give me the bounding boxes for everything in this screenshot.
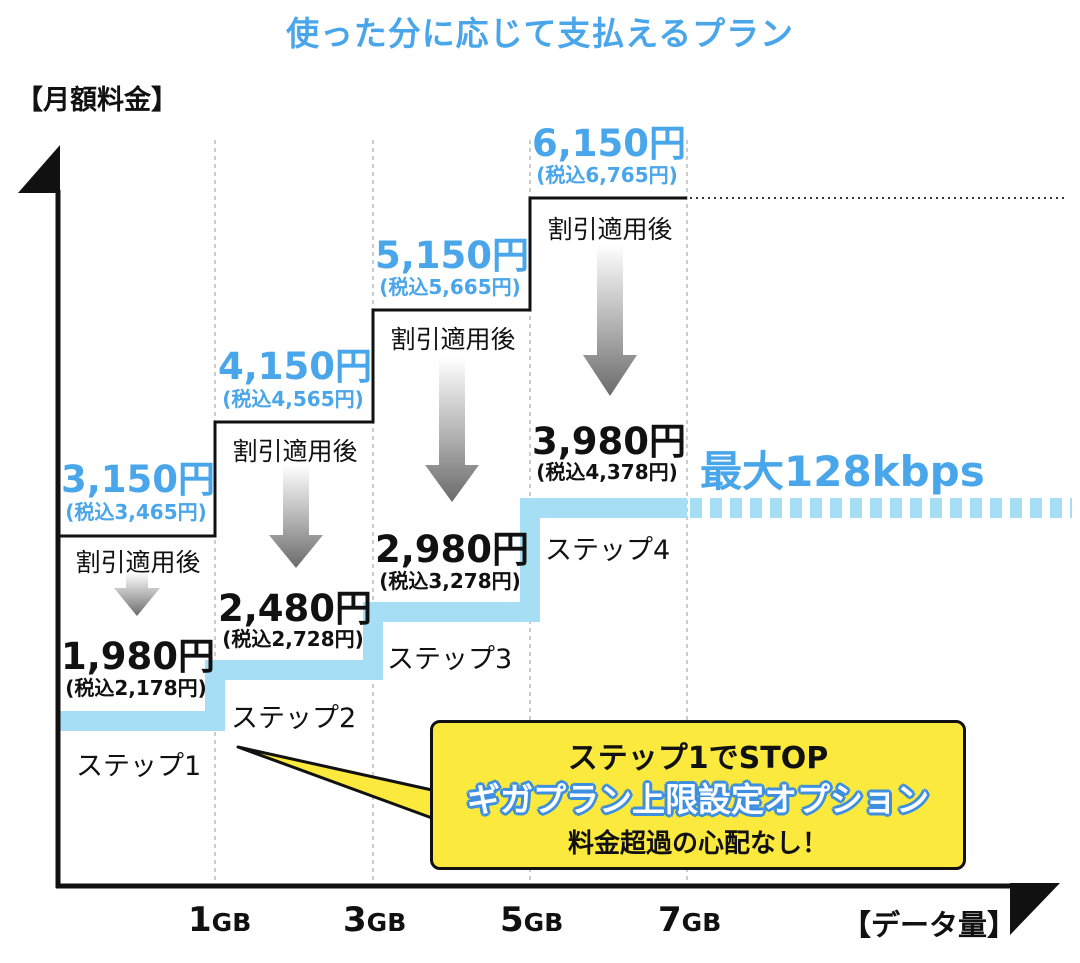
step3-discounted-price-tax: (税込3,278円)	[379, 569, 521, 593]
step4-label: ステップ4	[545, 535, 671, 566]
step2-regular-price: 4,150円	[217, 345, 373, 388]
discounted-price-step-line	[58, 498, 687, 731]
callout-pointer	[236, 745, 434, 820]
x-axis-arrow-icon	[1010, 883, 1060, 935]
step1-discounted-price: 1,980円	[60, 635, 216, 678]
step4-regular-price: 6,150円	[531, 122, 687, 165]
step1-regular-price: 3,150円	[60, 458, 216, 501]
diagram-title: 使った分に応じて支払えるプラン	[286, 14, 794, 53]
step4-regular-price-tax: (税込6,765円)	[536, 163, 678, 187]
step2-discounted-price-tax: (税込2,728円)	[222, 627, 364, 651]
step4-discounted-price-tax: (税込4,378円)	[536, 460, 678, 484]
step3-discounted-price: 2,980円	[374, 528, 530, 571]
step2-discount-label: 割引適用後	[232, 437, 358, 466]
discount-arrows	[114, 244, 637, 616]
step1-discounted-price-tax: (税込2,178円)	[65, 676, 207, 700]
x-tick-1gb: 1GB	[188, 900, 252, 940]
x-tick-3gb: 3GB	[343, 900, 407, 940]
x-tick-7gb: 7GB	[658, 900, 722, 940]
step3-discount-label: 割引適用後	[390, 325, 516, 354]
y-axis-label: 【月額料金】	[16, 85, 178, 116]
step4-discount-label: 割引適用後	[547, 215, 673, 244]
callout-line1: ステップ1でSTOP	[567, 741, 829, 776]
max-speed-label: 最大128kbps	[700, 447, 985, 496]
step2-discounted-price: 2,480円	[217, 587, 373, 630]
step1-discount-label: 割引適用後	[75, 548, 201, 577]
callout-box: ステップ1でSTOP ギガプラン上限設定オプション 料金超過の心配なし！	[430, 720, 966, 870]
callout-line2: ギガプラン上限設定オプション	[467, 780, 929, 819]
down-arrow-icon	[583, 244, 637, 396]
step3-label: ステップ3	[387, 644, 513, 675]
step4-discounted-price: 3,980円	[531, 420, 687, 463]
step3-regular-price-tax: (税込5,665円)	[379, 275, 521, 299]
step2-regular-price-tax: (税込4,565円)	[222, 387, 364, 411]
x-axis-label: 【データ量】	[842, 908, 1017, 942]
down-arrow-icon	[269, 465, 323, 568]
step1-label: ステップ1	[76, 751, 202, 782]
x-tick-5gb: 5GB	[500, 900, 564, 940]
step3-regular-price: 5,150円	[374, 234, 530, 277]
regular-price-step-line	[58, 196, 687, 538]
y-axis-arrow-icon	[18, 145, 60, 193]
step2-label: ステップ2	[231, 703, 357, 734]
axes	[18, 145, 1060, 935]
step1-regular-price-tax: (税込3,465円)	[65, 500, 207, 524]
callout-line3: 料金超過の心配なし！	[567, 829, 828, 859]
down-arrow-icon	[114, 572, 160, 616]
down-arrow-icon	[425, 358, 479, 502]
